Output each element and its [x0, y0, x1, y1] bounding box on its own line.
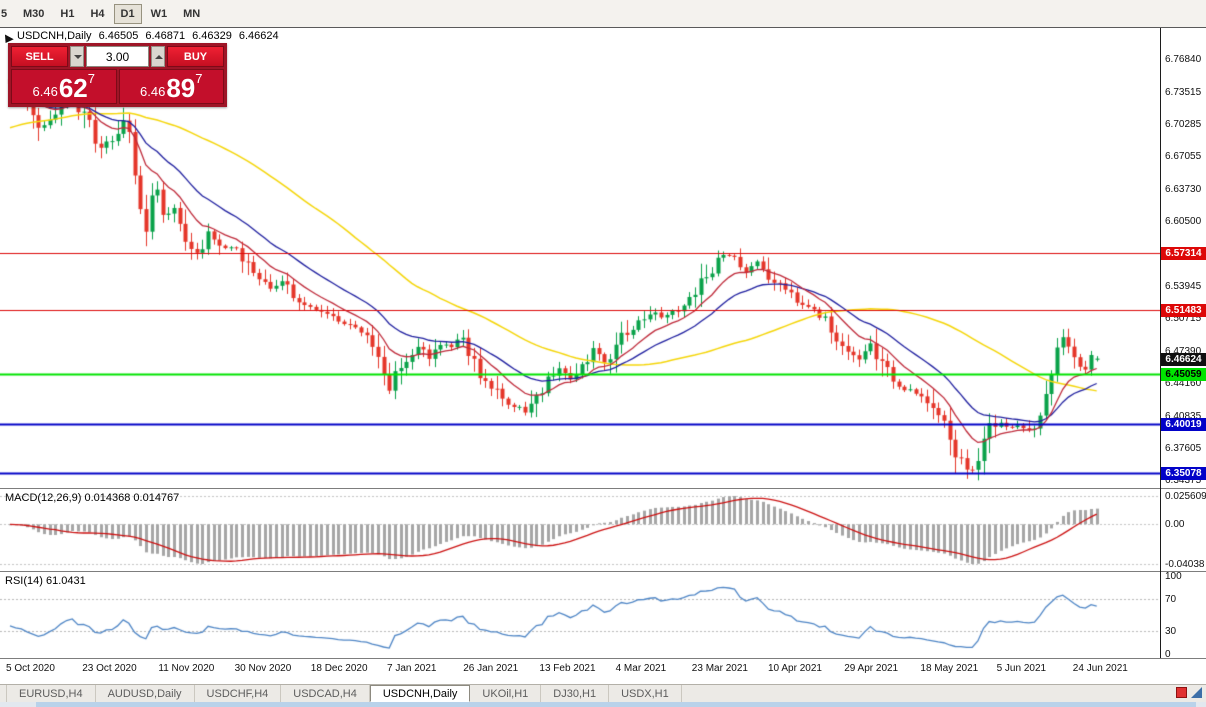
tab-usdcnh-daily[interactable]: USDCNH,Daily — [369, 685, 471, 702]
time-axis-label: 29 Apr 2021 — [844, 663, 899, 674]
time-axis-label: 18 May 2021 — [920, 663, 979, 674]
tab-bar-corner — [1176, 687, 1202, 698]
time-axis-label: 7 Jan 2021 — [387, 663, 437, 674]
macd-indicator-label: MACD(12,26,9) 0.014368 0.014767 — [5, 492, 180, 504]
time-axis-label: 23 Mar 2021 — [691, 663, 748, 674]
level-price-badge: 6.51483 — [1161, 304, 1206, 318]
buy-button[interactable]: BUY — [167, 46, 224, 67]
time-axis-label: 23 Oct 2020 — [82, 663, 137, 674]
macd-axis-label: 0.00 — [1165, 519, 1185, 531]
sell-button[interactable]: SELL — [11, 46, 68, 67]
resize-grip-icon[interactable] — [1191, 687, 1202, 698]
level-price-badge: 6.45059 — [1161, 368, 1206, 382]
price-axis-label: 6.44160 — [1165, 378, 1202, 389]
tab-usdx-h1[interactable]: USDX,H1 — [609, 685, 682, 702]
lot-decrease-button[interactable] — [70, 46, 84, 67]
price-axis-label: 6.60500 — [1165, 216, 1202, 228]
lot-increase-button[interactable] — [151, 46, 165, 67]
price-axis-label: 6.40835 — [1165, 410, 1202, 422]
horizontal-scrollbar[interactable] — [0, 702, 1206, 707]
time-axis-label: 18 Dec 2020 — [310, 663, 368, 674]
time-axis-label: 5 Oct 2020 — [6, 663, 55, 674]
price-axis-label: 6.53945 — [1165, 281, 1202, 292]
tab-eurusd-h4[interactable]: EURUSD,H4 — [6, 685, 96, 702]
macd-panel-canvas[interactable] — [0, 489, 1160, 571]
ohlc-low: 6.46329 — [192, 30, 232, 42]
ask-pip-fraction: 7 — [195, 71, 203, 86]
timeframe-button-m30[interactable]: M30 — [16, 4, 51, 24]
timeframe-button-h4[interactable]: H4 — [83, 4, 111, 24]
timeframe-button-mn[interactable]: MN — [176, 4, 207, 24]
level-price-badge: 6.57314 — [1161, 246, 1206, 260]
tab-usdchf-h4[interactable]: USDCHF,H4 — [195, 685, 282, 702]
chart-tab-bar: EURUSD,H4 AUDUSD,Daily USDCHF,H4 USDCAD,H4 U… — [0, 684, 1206, 702]
chart-symbol-title: USDCNH,Daily — [17, 30, 92, 42]
time-axis-label: 5 Jun 2021 — [996, 663, 1047, 674]
tab-usdcad-h4[interactable]: USDCAD,H4 — [281, 685, 370, 702]
price-axis-label: 6.50715 — [1165, 313, 1202, 325]
ask-big-figure: 6.46 — [140, 84, 166, 99]
rsi-axis-label: 100 — [1165, 571, 1182, 582]
time-axis-label: 4 Mar 2021 — [615, 663, 667, 674]
time-axis-label: 30 Nov 2020 — [234, 663, 292, 674]
bid-big-figure: 6.46 — [32, 84, 58, 99]
level-price-badge: 6.40019 — [1161, 418, 1206, 432]
chart-window: USDCNH,Daily 6.46505 6.46871 6.46329 6.4… — [0, 28, 1206, 684]
timeframe-button-d1[interactable]: D1 — [113, 3, 142, 24]
price-axis-label: 6.67055 — [1165, 151, 1202, 163]
time-axis-label: 26 Jan 2021 — [463, 663, 519, 674]
sell-price-display[interactable]: 6.46 62 7 — [11, 69, 117, 104]
price-axis-label: 6.37605 — [1165, 442, 1202, 454]
price-axis-label: 6.47390 — [1165, 345, 1202, 357]
bid-pips: 62 — [58, 73, 88, 103]
time-axis-label: 24 Jun 2021 — [1072, 663, 1128, 674]
time-axis-label: 11 Nov 2020 — [158, 663, 215, 674]
timeframe-toolbar: 5 M30 H1 H4 D1 W1 MN — [0, 0, 1206, 28]
tab-ukoil-h1[interactable]: UKOil,H1 — [470, 685, 542, 702]
ohlc-open: 6.46505 — [98, 30, 139, 42]
price-axis-label: 6.34375 — [1165, 475, 1202, 487]
level-price-badge: 6.35078 — [1161, 467, 1206, 481]
tab-dj30-h1[interactable]: DJ30,H1 — [541, 685, 610, 702]
bid-pip-fraction: 7 — [87, 71, 95, 86]
buy-price-display[interactable]: 6.46 89 7 — [118, 69, 224, 104]
timeframe-button-w1[interactable]: W1 — [144, 4, 175, 24]
price-axis-label: 6.70285 — [1165, 119, 1202, 130]
rsi-axis-label: 0 — [1165, 649, 1171, 660]
timeframe-button-h1[interactable]: H1 — [53, 4, 81, 24]
one-click-trading-panel: SELL BUY 6.46 62 7 6.46 89 7 — [8, 43, 227, 107]
rsi-panel-canvas[interactable] — [0, 572, 1160, 658]
time-axis-label: 13 Feb 2021 — [539, 663, 596, 674]
panel-divider[interactable] — [0, 488, 1206, 489]
scrollbar-thumb[interactable] — [36, 702, 1196, 707]
ask-pips: 89 — [166, 73, 196, 103]
price-axis-label: 6.63730 — [1165, 184, 1202, 195]
price-axis-border — [1160, 28, 1161, 658]
macd-axis-label: -0.04038 — [1165, 559, 1205, 570]
rsi-axis-label: 70 — [1165, 594, 1177, 606]
ohlc-header: USDCNH,Daily 6.46505 6.46871 6.46329 6.4… — [17, 30, 279, 42]
time-axis-label: 10 Apr 2021 — [768, 663, 822, 674]
macd-axis-label: 0.025609 — [1165, 491, 1206, 502]
ohlc-close: 6.46624 — [238, 30, 279, 42]
rsi-axis-label: 30 — [1165, 625, 1177, 637]
ohlc-high: 6.46871 — [145, 30, 186, 42]
time-axis-divider — [0, 658, 1206, 659]
rsi-indicator-label: RSI(14) 61.0431 — [5, 575, 86, 587]
timeframe-button-5[interactable]: 5 — [0, 4, 14, 24]
red-square-icon[interactable] — [1176, 687, 1187, 698]
price-axis-label: 6.73515 — [1165, 86, 1202, 98]
lot-size-input[interactable] — [86, 46, 149, 67]
panel-divider[interactable] — [0, 571, 1206, 572]
price-axis-label: 6.76840 — [1165, 54, 1202, 66]
current-price-badge: 6.46624 — [1161, 352, 1206, 366]
tab-audusd-daily[interactable]: AUDUSD,Daily — [96, 685, 195, 702]
